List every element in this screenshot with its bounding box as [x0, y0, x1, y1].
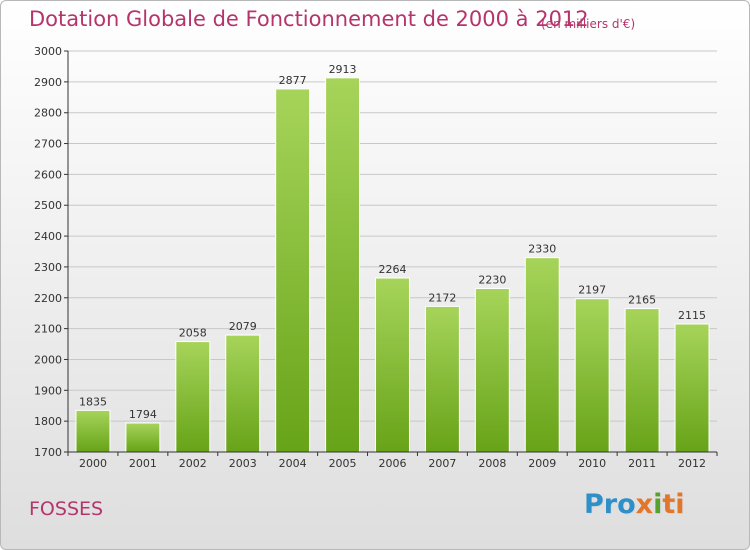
bar-2011 — [624, 308, 660, 453]
y-tick-label: 1900 — [34, 384, 62, 397]
x-tick-label: 2002 — [179, 457, 207, 470]
data-label: 2330 — [528, 243, 556, 256]
y-tick-label: 2600 — [34, 168, 62, 181]
y-tick-label: 2100 — [34, 323, 62, 336]
y-tick-label: 2700 — [34, 138, 62, 151]
data-label: 2197 — [578, 284, 606, 297]
logo-part: x — [635, 489, 654, 520]
data-label: 2115 — [678, 309, 706, 322]
bar-2005 — [325, 77, 361, 453]
x-tick-label: 2010 — [578, 457, 606, 470]
bar-2003 — [225, 334, 261, 453]
y-tick-label: 1700 — [34, 446, 62, 459]
bar-2009 — [524, 257, 560, 453]
data-label: 2058 — [179, 327, 207, 340]
logo-part: ti — [662, 489, 685, 520]
data-label: 1794 — [129, 408, 157, 421]
x-tick-label: 2009 — [528, 457, 556, 470]
x-tick-label: 2006 — [379, 457, 407, 470]
logo-part: Pro — [584, 489, 636, 520]
data-label: 2913 — [329, 63, 357, 76]
y-tick-label: 2400 — [34, 230, 62, 243]
chart-title: Dotation Globale de Fonctionnement de 20… — [29, 7, 589, 31]
bar-2008 — [474, 288, 510, 453]
x-tick-label: 2000 — [79, 457, 107, 470]
y-tick-label: 2900 — [34, 76, 62, 89]
data-label: 2165 — [628, 294, 656, 307]
bar-2000 — [75, 409, 111, 453]
x-tick-label: 2004 — [279, 457, 307, 470]
x-tick-label: 2007 — [428, 457, 456, 470]
place-name: FOSSES — [29, 498, 104, 520]
bar-2010 — [574, 298, 610, 453]
x-tick-labels: 2000 2001 2002 2003 2004 2005 2006 2007 2008 2009… — [67, 452, 718, 470]
data-label: 2230 — [478, 274, 506, 287]
x-tick-label: 2008 — [478, 457, 506, 470]
data-labels: 1835 1794 2058 2079 2877 2913 2264 2172 2230 2330… — [79, 63, 706, 421]
data-label: 1835 — [79, 395, 107, 408]
x-tick-label: 2005 — [329, 457, 357, 470]
y-tick-label: 1800 — [34, 415, 62, 428]
y-tick-label: 2800 — [34, 107, 62, 120]
x-tick-label: 2001 — [129, 457, 157, 470]
data-label: 2877 — [279, 74, 307, 87]
bars — [75, 77, 710, 453]
y-tick-labels: 1700 1800 1900 2000 2100 2200 2300 2400 2500 2600… — [34, 45, 68, 459]
bar-2006 — [375, 277, 410, 453]
x-tick-label: 2011 — [628, 457, 656, 470]
bar-2004 — [275, 88, 311, 453]
axes — [67, 51, 717, 453]
data-label: 2172 — [428, 291, 456, 304]
bar-2012 — [674, 323, 710, 453]
bar-2001 — [125, 422, 161, 453]
x-tick-label: 2012 — [678, 457, 706, 470]
data-label: 2079 — [229, 320, 257, 333]
y-tick-label: 2200 — [34, 292, 62, 305]
x-tick-label: 2003 — [229, 457, 257, 470]
y-tick-label: 2300 — [34, 261, 62, 274]
chart-subtitle: (en milliers d'€) — [541, 17, 636, 31]
proxiti-logo: Proxiti — [584, 489, 685, 520]
bar-2007 — [424, 305, 460, 453]
y-tick-label: 3000 — [34, 45, 62, 58]
logo-part: i — [653, 489, 663, 520]
bar-2002 — [175, 341, 211, 453]
y-tick-label: 2000 — [34, 353, 62, 366]
y-tick-label: 2500 — [34, 199, 62, 212]
data-label: 2264 — [379, 263, 407, 276]
